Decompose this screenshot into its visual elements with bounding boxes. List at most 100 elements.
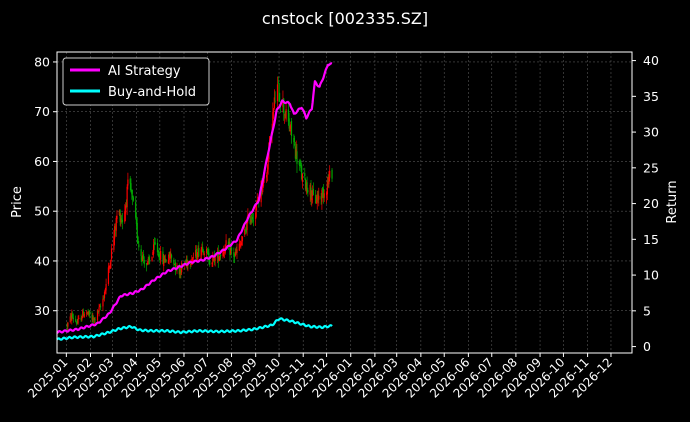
candle-body: [315, 194, 317, 204]
plot-frame: [56, 51, 633, 354]
right-axis-label: Return: [665, 180, 680, 223]
candle-body: [92, 317, 94, 321]
candle-body: [146, 263, 148, 266]
candle-body: [152, 252, 154, 256]
candle-body: [93, 317, 95, 320]
candle-body: [236, 249, 238, 254]
candle-body: [69, 316, 71, 323]
candle-body: [309, 184, 311, 195]
candle-body: [109, 266, 111, 268]
candle-body: [163, 256, 165, 267]
candle-body: [191, 258, 194, 263]
candle-body: [202, 247, 204, 252]
candle-body: [315, 202, 318, 204]
candle-body: [86, 312, 88, 314]
candle-body: [125, 202, 127, 206]
left-tick-label: 70: [34, 104, 50, 119]
candle-body: [277, 82, 279, 84]
candle-body: [169, 251, 171, 258]
candle-body: [143, 259, 145, 265]
candle-body: [107, 267, 110, 284]
candle-body: [222, 250, 224, 256]
right-tick-label: 0: [643, 339, 651, 354]
candle-body: [174, 262, 177, 270]
candle-body: [288, 118, 290, 129]
candle-body: [213, 254, 215, 263]
candle-body: [197, 248, 199, 258]
candle-body: [184, 261, 187, 263]
candle-body: [156, 242, 159, 253]
candle-body: [115, 218, 117, 231]
candle-body: [328, 177, 330, 185]
candle-body: [272, 112, 274, 133]
candle-body: [160, 250, 162, 260]
candle-body: [174, 264, 176, 266]
candle-body: [262, 186, 264, 193]
candle-body: [312, 188, 314, 195]
candle-body: [238, 243, 240, 251]
candle-body: [130, 183, 132, 192]
candle-body: [206, 250, 208, 252]
candle-body: [179, 269, 181, 275]
candle-body: [267, 156, 269, 170]
candle-body: [131, 189, 133, 195]
candle-body: [329, 170, 331, 178]
candle-body: [294, 144, 296, 145]
candle-body: [217, 250, 219, 262]
candle-body: [78, 317, 80, 319]
candle-body: [119, 210, 121, 222]
candle-body: [227, 241, 230, 247]
candle-body: [186, 259, 188, 266]
candle-body: [234, 251, 237, 256]
candle-body: [67, 322, 69, 327]
candle-body: [246, 220, 248, 230]
candle-body: [322, 187, 324, 192]
candle-body: [331, 169, 333, 179]
candle-body: [266, 169, 268, 173]
left-axis-label: Price: [10, 186, 25, 218]
candle-body: [255, 204, 258, 211]
candle-body: [120, 218, 122, 223]
candle-body: [289, 130, 291, 132]
right-tick-label: 5: [643, 303, 651, 318]
candle-body: [230, 247, 233, 251]
candle-body: [249, 216, 251, 224]
candle-body: [283, 98, 285, 113]
candle-body: [103, 292, 106, 298]
candle-body: [274, 100, 276, 102]
left-tick-label: 80: [34, 54, 50, 69]
left-tick-label: 60: [34, 154, 50, 169]
candle-body: [99, 305, 101, 308]
candle-body: [86, 311, 88, 313]
candle-body: [273, 97, 275, 109]
candle-body: [299, 165, 301, 166]
candle-body: [173, 259, 175, 265]
candle-body: [97, 310, 99, 313]
candle-body: [118, 211, 120, 215]
candle-body: [81, 317, 83, 320]
candle-body: [89, 310, 91, 316]
candle-body: [170, 254, 173, 258]
candle-body: [201, 247, 203, 251]
candle-body: [80, 317, 82, 321]
return-lines: [56, 62, 333, 341]
candle-body: [135, 202, 137, 218]
candle-body: [135, 218, 138, 224]
candle-body: [114, 226, 116, 239]
legend-label-buy-and-hold: Buy-and-Hold: [108, 85, 196, 100]
candle-body: [318, 195, 320, 200]
candle-body: [70, 315, 72, 320]
candle-body: [168, 252, 170, 260]
candle-body: [164, 258, 166, 263]
candle-body: [158, 254, 160, 258]
candle-body: [225, 240, 227, 245]
series-line-ai-strategy: [56, 62, 333, 334]
candle-body: [96, 310, 99, 321]
candle-body: [251, 216, 254, 220]
candle-body: [239, 244, 241, 246]
candle-body: [228, 244, 230, 245]
candle-body: [176, 264, 178, 269]
candle-body: [241, 242, 243, 246]
candle-body: [234, 256, 236, 258]
candle-body: [157, 250, 159, 253]
